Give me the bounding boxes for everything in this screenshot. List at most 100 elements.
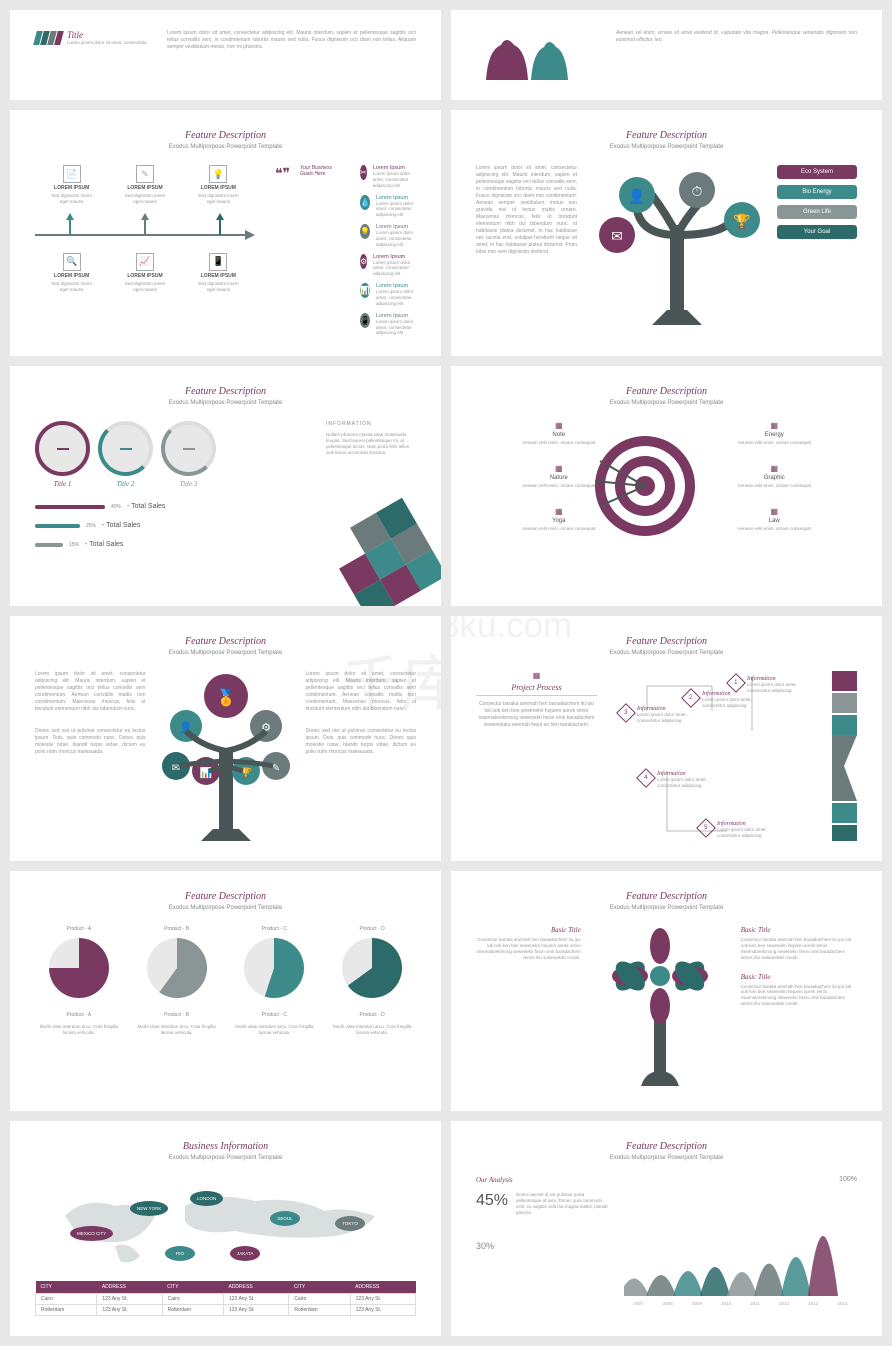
slide-5: Feature Description Exodus Multiporpose … — [10, 366, 441, 606]
timeline-item: ✎LOREM IPSUMSed dignissim lorem eget mau… — [120, 165, 170, 205]
table-header: ADDRESS — [97, 1281, 162, 1294]
slide-8: 588ku.com Feature Description Exodus Mul… — [451, 616, 882, 861]
item-sub: Sed dignissim lorem eget mauris — [120, 281, 170, 293]
pie-item: Product - BProduct - BMorbi vitae interd… — [133, 926, 221, 1036]
slide-subtitle: Exodus Multiporpose Powerpoint Template — [35, 144, 416, 150]
slide-9: Feature Description Exodus Multiporpose … — [10, 871, 441, 1111]
list-item: 📊Lorem IpsumLorem ipsum dolor amet, cons… — [360, 283, 416, 307]
timeline-arrow-icon — [35, 213, 255, 243]
pie-item: Product - AProduct - AMorbi vitae interd… — [35, 926, 123, 1036]
pie-body: Morbi vitae interdum arcu. Cras fringill… — [328, 1024, 416, 1036]
slide-title: Feature Description — [476, 386, 857, 397]
list-body: Lorem ipsum dolor amet, consectetur adip… — [373, 260, 416, 278]
item-label: LOREM IPSUM — [127, 185, 162, 191]
timeline-item: 🔍 LOREM IPSUM Sed dignissim lorem eget mau… — [47, 253, 97, 293]
timeline-item: 📈LOREM IPSUMSed dignissim lorem eget mau… — [120, 253, 170, 293]
year-label: 2008 — [663, 1301, 673, 1306]
pill-button[interactable]: Green Life — [777, 205, 857, 219]
body-text-r: Lorem ipsum dolor sit amet, consectetur … — [306, 671, 417, 713]
bar-row: 15%- Total Sales — [35, 541, 306, 548]
pie-item: Product - DProduct - DMorbi vitae interd… — [328, 926, 416, 1036]
svg-text:⏱: ⏱ — [692, 183, 703, 199]
slide-title: Feature Description — [476, 1141, 857, 1152]
item-body: Aenean velit enim, ornare consequat — [692, 483, 858, 489]
process-step: 3InformationLorem ipsum dolor amet, cons… — [637, 706, 707, 724]
item-body: Aenean velit enim, ornare consequat — [692, 440, 858, 446]
table-header: CITY — [36, 1281, 97, 1294]
slide-1: Title Lorem ipsum dolor sit amet, consec… — [10, 10, 441, 100]
pill-button[interactable]: Bio Energy — [777, 185, 857, 199]
slide-subtitle: Exodus Multiporpose Powerpoint Template — [35, 400, 416, 406]
table-header: CITY — [162, 1281, 223, 1294]
year-label: 2009 — [692, 1301, 702, 1306]
bar-fill — [35, 524, 80, 528]
list-body: Lorem ipsum dolor amet, consectetur adip… — [376, 289, 416, 307]
item-icon: ✎ — [136, 165, 154, 183]
pie-item: Product - CProduct - CMorbi vitae interd… — [231, 926, 319, 1036]
year-label: 2012 — [779, 1301, 789, 1306]
slide-subtitle: Exodus Multiporpose Powerpoint Template — [35, 1155, 416, 1161]
slide-subtitle: Exodus Multiporpose Powerpoint Template — [35, 905, 416, 911]
bar-fill — [35, 505, 105, 509]
slide-subtitle: Exodus Multiporpose Powerpoint Template — [476, 400, 857, 406]
list-item: 💡Lorem IpsumLorem ipsum dolor amet, cons… — [360, 224, 416, 248]
svg-text:🏆: 🏆 — [733, 213, 751, 230]
item-icon: 💡 — [209, 165, 227, 183]
slide-title: Feature Description — [35, 386, 416, 397]
list-body: Lorem ipsum dolor amet, consectetur adip… — [376, 201, 416, 219]
slide-11: Business Information Exodus Multiporpose… — [10, 1121, 441, 1336]
project-title: Project Process — [476, 683, 597, 696]
big-pct: 45% — [476, 1192, 508, 1210]
pie-chart — [244, 938, 304, 998]
pie-bot-label: Product - A — [67, 1012, 92, 1018]
pie-body: Morbi vitae interdum arcu. Cras fringill… — [35, 1024, 123, 1036]
table-cell: Rotterdam — [36, 1305, 97, 1316]
slide-grid: Title Lorem ipsum dolor sit amet, consec… — [10, 10, 882, 1336]
slide-6: Feature Description Exodus Multiporpose … — [451, 366, 882, 606]
pie-chart — [49, 938, 109, 998]
process-step: 5InformationLorem ipsum dolor amet, cons… — [717, 821, 787, 839]
circle-stat: Title 1 — [35, 421, 90, 488]
body-text-r2: Donec sed nisi ut pulvinar consectetur e… — [306, 728, 417, 756]
pie-chart — [147, 938, 207, 998]
year-label: 2010 — [721, 1301, 731, 1306]
table-row: Cairo123 Any St.Cairo123 Any St.Cairo123… — [36, 1294, 416, 1305]
slide-3: Feature Description Exodus Multiporpose … — [10, 110, 441, 356]
circle-stat: Title 3 — [161, 421, 216, 488]
body-text: Aenean vel enim, ornare sit amet eleifen… — [616, 30, 857, 80]
item-icon: ▦ — [692, 421, 858, 430]
logo-title: Title — [67, 30, 147, 40]
slide-title: Feature Description — [35, 130, 416, 141]
slide-title: Feature Description — [476, 636, 857, 647]
body-3: Consectur baraka anemah hen baraakachem … — [741, 984, 857, 1007]
flower-tree-icon — [596, 926, 726, 1086]
basic-title-2: Basic Title — [741, 926, 857, 934]
pie-body: Morbi vitae interdum arcu. Cras fringill… — [231, 1024, 319, 1036]
side-label: Your Business Goals Here — [300, 165, 340, 336]
item-label: LOREM IPSUM — [201, 185, 236, 191]
analysis-title: Our Analysis — [476, 1176, 609, 1184]
list-icon: 📱 — [360, 313, 370, 328]
item-sub: Sed dignissim lorem eget mauris — [47, 281, 97, 293]
pill-button[interactable]: Eco System — [777, 165, 857, 179]
timeline-item: 💡LOREM IPSUMSed dignissim lorem eget mau… — [193, 165, 243, 205]
slide-7: 千库网 Feature Description Exodus Multiporp… — [10, 616, 441, 861]
tree-large-icon: 🏅 👤 ⚙ ✉ 📊 🏆 ✎ — [161, 671, 291, 841]
table-header: ADDRESS — [223, 1281, 288, 1294]
process-step: 2InformationLorem ipsum dolor amet, cons… — [702, 691, 772, 709]
feature-item: ▦ Energy Aenean velit enim, ornare consequ… — [692, 421, 858, 446]
body-text: Lorem ipsum dolor sit amet, consectetur … — [35, 671, 146, 713]
table-header: ADDRESS — [350, 1281, 415, 1294]
item-label: LOREM IPSUM — [127, 273, 162, 279]
item-title: Energy — [692, 432, 858, 438]
item-label: LOREM IPSUM — [201, 273, 236, 279]
bar-fill — [35, 543, 63, 547]
list-icon: 💡 — [360, 224, 370, 239]
item-label: LOREM IPSUM — [54, 273, 89, 279]
timeline-item: 📄LOREM IPSUMSed dignissim lorem eget mau… — [47, 165, 97, 205]
feature-item: ▦GraphicAenean velit enim, ornare conseq… — [692, 464, 858, 489]
year-label: 2007 — [634, 1301, 644, 1306]
item-icon: 🔍 — [63, 253, 81, 271]
mid-pct: 30% — [476, 1241, 609, 1251]
pill-button[interactable]: Your Goal — [777, 225, 857, 239]
